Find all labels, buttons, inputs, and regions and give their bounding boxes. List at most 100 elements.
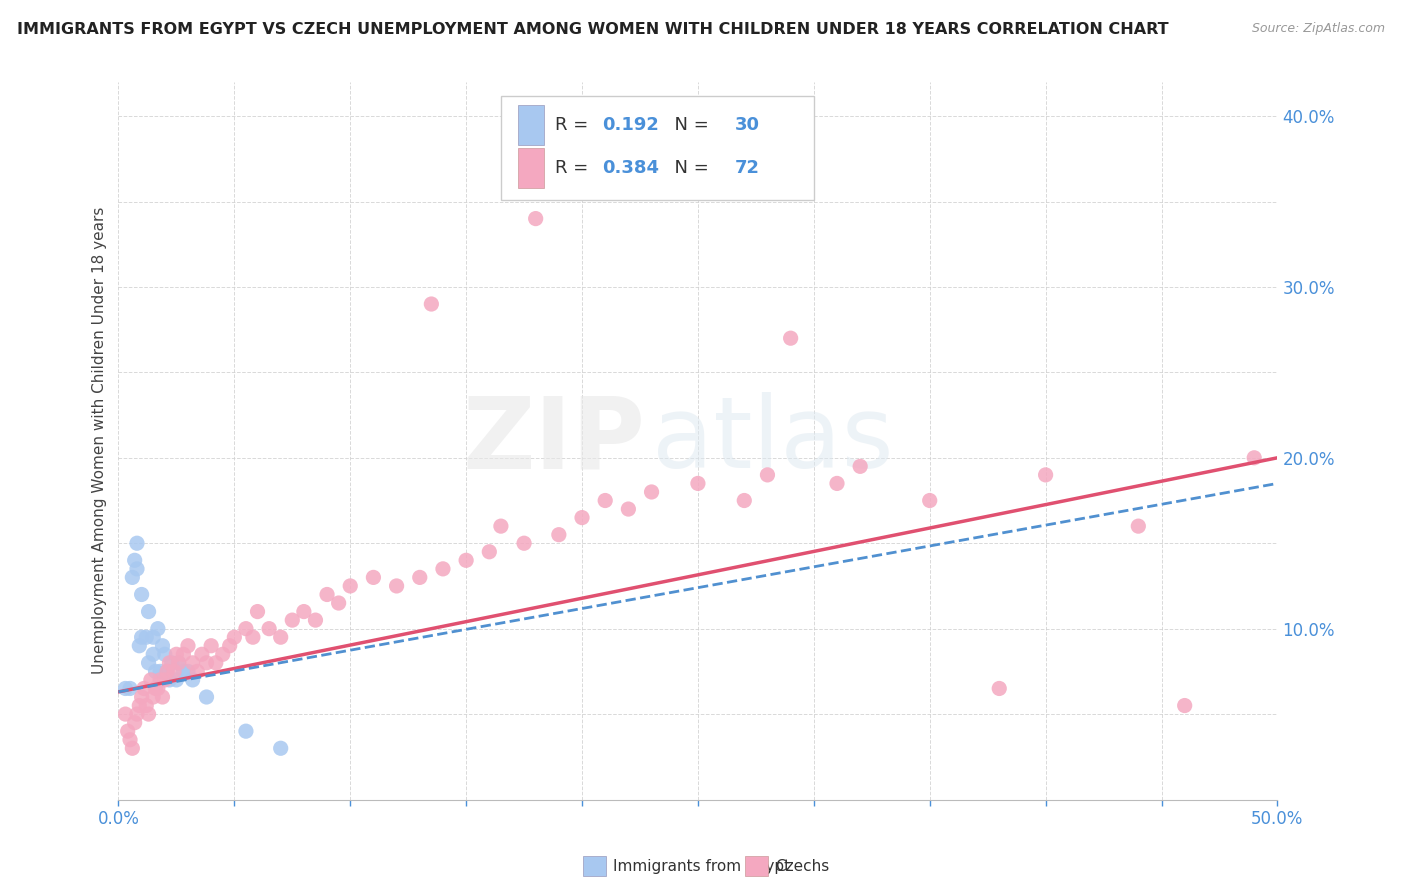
Point [218, 639, 240, 653]
Point [125, 562, 148, 576]
Point [686, 476, 709, 491]
Point [135, 630, 157, 644]
Point [292, 605, 315, 619]
Point [593, 493, 616, 508]
FancyBboxPatch shape [519, 105, 544, 145]
Point [172, 648, 194, 662]
Text: ZIP: ZIP [463, 392, 645, 489]
Point [191, 648, 214, 662]
Point [128, 698, 150, 713]
Point [257, 622, 280, 636]
Point [125, 536, 148, 550]
Point [131, 630, 153, 644]
Text: IMMIGRANTS FROM EGYPT VS CZECH UNEMPLOYMENT AMONG WOMEN WITH CHILDREN UNDER 18 Y: IMMIGRANTS FROM EGYPT VS CZECH UNEMPLOYM… [17, 22, 1168, 37]
Text: 30: 30 [735, 116, 761, 134]
Point [825, 476, 848, 491]
Point [149, 673, 172, 687]
Point [571, 510, 593, 524]
Point [316, 587, 339, 601]
Point [186, 665, 208, 679]
Text: Czechs: Czechs [775, 859, 830, 873]
Text: 72: 72 [735, 159, 761, 177]
Point [1174, 698, 1197, 713]
Point [160, 656, 183, 670]
Point [918, 493, 941, 508]
Point [489, 519, 512, 533]
Point [235, 622, 257, 636]
Point [224, 630, 246, 644]
Point [156, 665, 179, 679]
Point [524, 211, 547, 226]
Point [114, 707, 136, 722]
Point [139, 673, 162, 687]
Point [146, 622, 169, 636]
Point [167, 656, 190, 670]
Text: Immigrants from Egypt: Immigrants from Egypt [613, 859, 790, 873]
Point [617, 502, 640, 516]
Point [733, 493, 755, 508]
Point [124, 553, 146, 567]
Point [121, 570, 143, 584]
Point [849, 459, 872, 474]
Point [181, 673, 204, 687]
Y-axis label: Unemployment Among Women with Children Under 18 years: Unemployment Among Women with Children U… [93, 207, 107, 674]
Point [156, 665, 179, 679]
Point [172, 665, 194, 679]
Point [547, 527, 569, 541]
Point [145, 665, 167, 679]
Text: R =: R = [555, 116, 595, 134]
Point [195, 656, 218, 670]
Point [177, 639, 200, 653]
Point [385, 579, 408, 593]
Point [117, 724, 139, 739]
Point [132, 681, 155, 696]
Point [235, 724, 257, 739]
Point [118, 732, 141, 747]
Point [146, 681, 169, 696]
Point [195, 690, 218, 704]
Point [456, 553, 478, 567]
Point [281, 613, 304, 627]
Point [153, 648, 176, 662]
Point [131, 587, 153, 601]
Point [177, 665, 200, 679]
Point [339, 579, 361, 593]
Point [135, 698, 157, 713]
Point [165, 673, 187, 687]
Point [114, 681, 136, 696]
Point [128, 639, 150, 653]
Text: Source: ZipAtlas.com: Source: ZipAtlas.com [1251, 22, 1385, 36]
Point [328, 596, 350, 610]
Point [304, 613, 326, 627]
Point [1035, 467, 1057, 482]
FancyBboxPatch shape [519, 148, 544, 187]
Point [125, 707, 148, 722]
Point [420, 297, 443, 311]
Point [1243, 450, 1265, 465]
Point [270, 741, 292, 756]
Point [159, 673, 181, 687]
Point [640, 485, 662, 500]
Point [756, 467, 779, 482]
Point [181, 656, 204, 670]
Point [138, 707, 160, 722]
Point [167, 656, 190, 670]
Point [159, 656, 181, 670]
Point [153, 673, 176, 687]
Point [513, 536, 536, 550]
Text: 0.192: 0.192 [602, 116, 658, 134]
Point [779, 331, 801, 345]
Point [142, 690, 165, 704]
Point [149, 665, 172, 679]
Point [363, 570, 385, 584]
Point [121, 741, 143, 756]
Point [152, 690, 174, 704]
Point [409, 570, 432, 584]
Point [270, 630, 292, 644]
Point [432, 562, 454, 576]
Text: N =: N = [664, 116, 714, 134]
Point [118, 681, 141, 696]
Point [138, 605, 160, 619]
Text: atlas: atlas [651, 392, 893, 489]
Point [204, 656, 226, 670]
